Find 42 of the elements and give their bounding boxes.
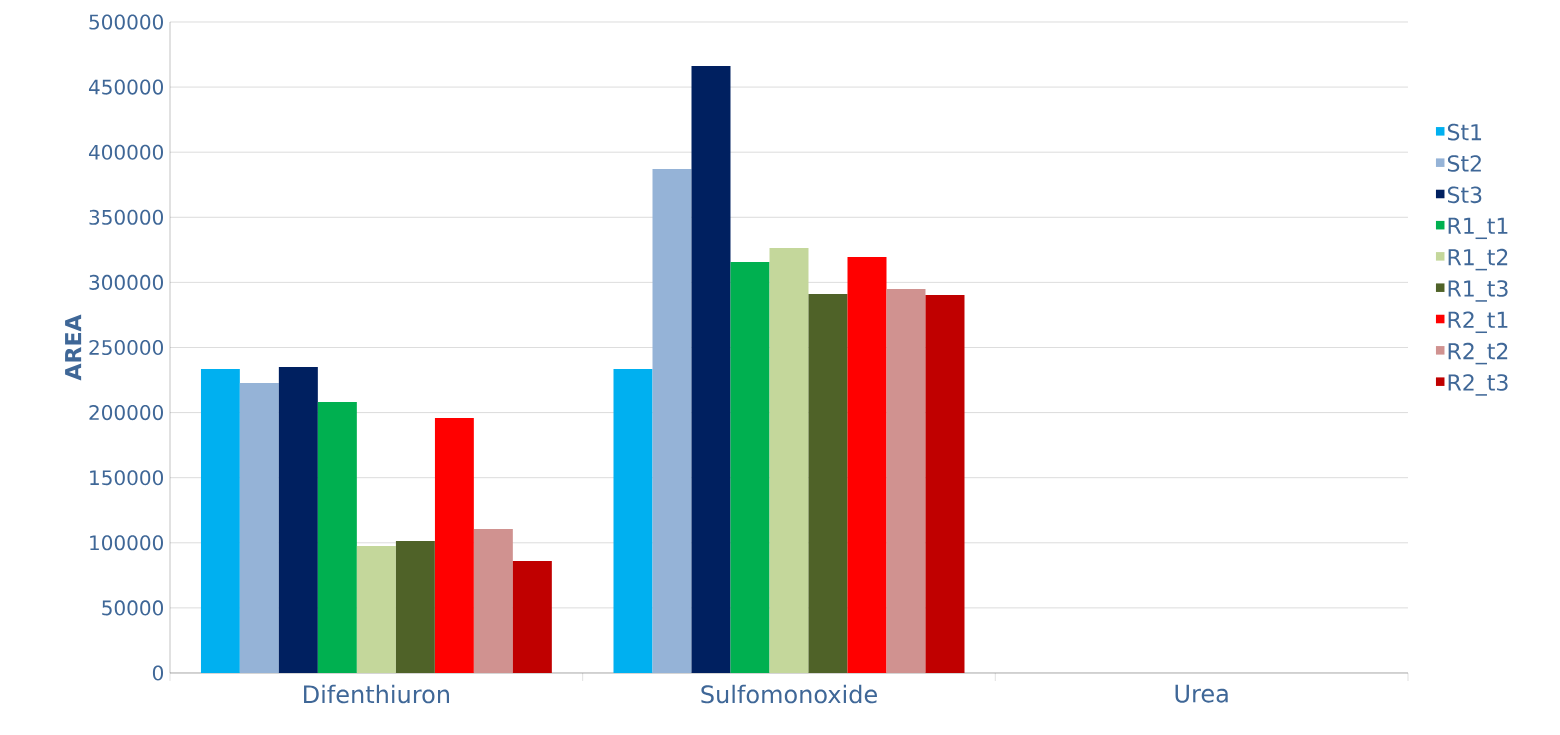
y-axis-title: AREA — [65, 314, 82, 381]
legend-label: R1_t2 — [1448, 248, 1508, 271]
bar — [730, 261, 770, 673]
bar — [691, 66, 731, 673]
bar — [886, 289, 926, 673]
bar — [512, 561, 552, 673]
legend-label: St2 — [1447, 155, 1481, 172]
bar — [473, 528, 513, 673]
bar — [395, 540, 435, 673]
y-tick-label: 150000 — [90, 470, 163, 486]
legend-label: R2_t1 — [1448, 311, 1508, 334]
bar — [847, 257, 887, 673]
bar — [925, 295, 965, 673]
y-tick-label: 200000 — [89, 405, 163, 421]
legend-label: R1_t1 — [1448, 217, 1508, 240]
legend-label: St1 — [1447, 123, 1482, 141]
y-tick-label: 300000 — [89, 274, 163, 290]
x-tick-label: Sulfomonoxide — [701, 684, 877, 704]
bar — [317, 402, 357, 673]
y-tick-label: 450000 — [88, 79, 163, 95]
bar — [652, 168, 692, 673]
x-tick-label: Difenthiuron — [304, 684, 449, 704]
y-tick-label: 250000 — [89, 339, 163, 356]
legend-label: St3 — [1447, 186, 1482, 204]
legend-label: R2_t3 — [1448, 374, 1508, 396]
bar — [239, 383, 279, 673]
bar — [769, 248, 809, 673]
legend-label: R2_t2 — [1448, 342, 1508, 365]
y-tick-label: 500000 — [89, 14, 163, 30]
y-tick-label: 400000 — [88, 144, 163, 160]
bar — [434, 417, 474, 673]
bar — [356, 546, 396, 673]
y-tick-label: 350000 — [89, 209, 163, 225]
y-tick-label: 100000 — [90, 535, 163, 551]
bar — [808, 293, 848, 673]
bar — [278, 367, 318, 673]
x-tick-label: Urea — [1175, 684, 1228, 703]
bar — [200, 368, 240, 673]
y-tick-label: 50000 — [102, 600, 163, 616]
bar — [613, 368, 653, 673]
y-tick-label: 0 — [152, 665, 164, 681]
legend-label: R1_t3 — [1448, 280, 1508, 302]
